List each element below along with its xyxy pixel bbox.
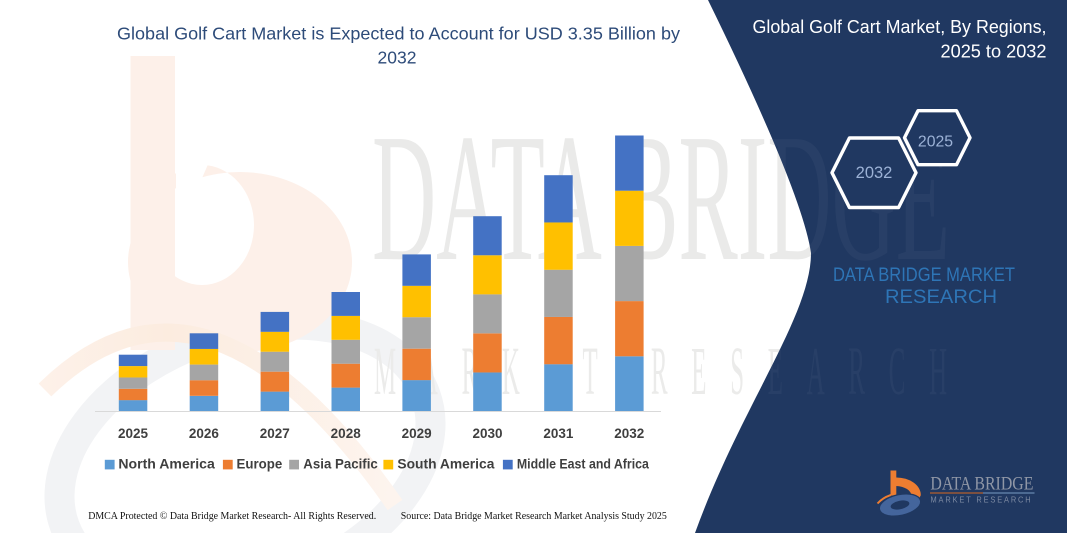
svg-text:2028: 2028 — [331, 426, 362, 441]
svg-text:Global Golf Cart Market is Exp: Global Golf Cart Market is Expected to A… — [117, 24, 680, 44]
svg-text:2029: 2029 — [402, 426, 432, 441]
svg-text:2032: 2032 — [378, 48, 417, 68]
svg-text:Europe: Europe — [237, 455, 283, 471]
svg-text:Global Golf Cart Market, By Re: Global Golf Cart Market, By Regions, — [753, 17, 1047, 37]
svg-text:2025 to 2032: 2025 to 2032 — [941, 42, 1047, 62]
svg-text:South America: South America — [397, 455, 494, 471]
svg-text:2026: 2026 — [189, 426, 220, 441]
svg-text:Asia Pacific: Asia Pacific — [303, 455, 378, 471]
svg-text:2032: 2032 — [614, 426, 644, 441]
svg-text:2032: 2032 — [856, 164, 893, 182]
svg-text:Source: Data Bridge Market Res: Source: Data Bridge Market Research Mark… — [401, 510, 667, 522]
svg-text:DATA BRIDGE: DATA BRIDGE — [930, 474, 1033, 495]
svg-text:2027: 2027 — [260, 426, 290, 441]
svg-text:2025: 2025 — [918, 134, 953, 151]
svg-text:2030: 2030 — [472, 426, 502, 441]
svg-text:MARKET RESEARCH: MARKET RESEARCH — [931, 495, 1033, 504]
svg-text:DATA BRIDGE MARKET: DATA BRIDGE MARKET — [833, 265, 1015, 286]
svg-text:2025: 2025 — [118, 426, 149, 441]
svg-text:Middle East and Africa: Middle East and Africa — [517, 455, 649, 471]
svg-text:North America: North America — [118, 455, 215, 471]
svg-text:DMCA Protected © Data Bridge M: DMCA Protected © Data Bridge Market Rese… — [88, 510, 376, 522]
svg-text:RESEARCH: RESEARCH — [885, 287, 997, 308]
svg-text:2031: 2031 — [543, 426, 574, 441]
